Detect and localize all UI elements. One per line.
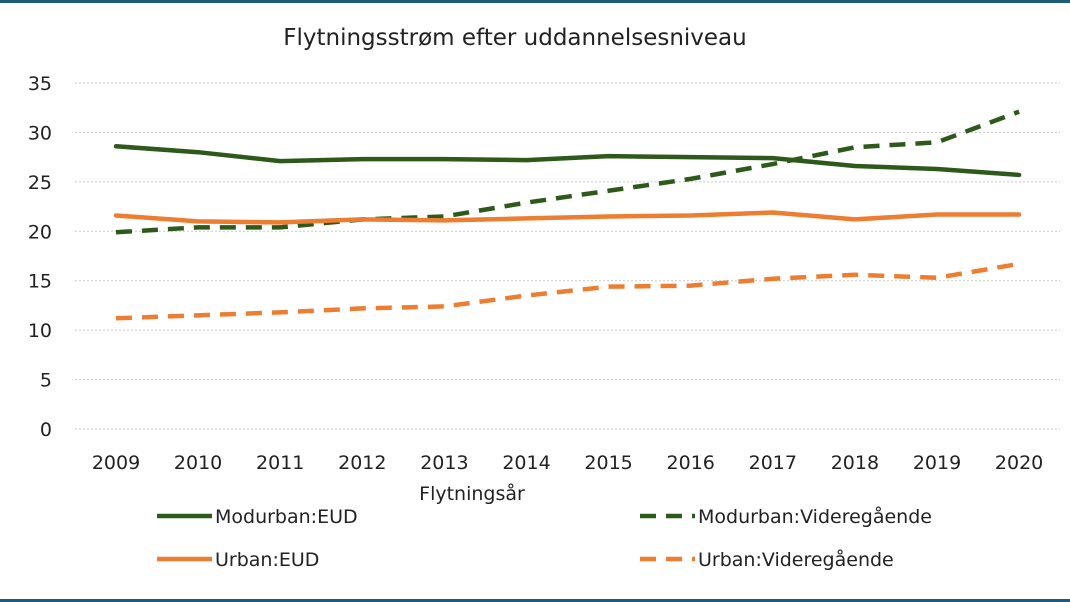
- legend-item: Modurban:EUD: [157, 506, 358, 528]
- x-tick-label: 2011: [256, 452, 304, 474]
- x-tick-label: 2016: [667, 452, 715, 474]
- y-tick-label: 5: [40, 370, 52, 392]
- x-axis-label: Flytningsår: [419, 482, 525, 505]
- x-tick-label: 2019: [913, 452, 961, 474]
- y-tick-label: 20: [28, 221, 52, 243]
- y-tick-label: 0: [40, 419, 52, 441]
- chart-title: Flytningsstrøm efter uddannelsesniveau: [283, 25, 746, 51]
- series-line-1: [115, 109, 1020, 235]
- legend-label: Urban:EUD: [215, 549, 319, 571]
- top-border: [0, 0, 1070, 3]
- y-tick-label: 10: [28, 320, 52, 342]
- series-line-2: [113, 210, 1022, 225]
- x-tick-label: 2010: [174, 452, 222, 474]
- x-tick-label: 2017: [749, 452, 797, 474]
- legend-item: Modurban:Videregående: [640, 505, 932, 528]
- series-line-0: [113, 144, 1022, 178]
- x-tick-label: 2013: [420, 452, 468, 474]
- legend-label: Modurban:Videregående: [698, 505, 932, 528]
- legend-label: Urban:Videregående: [698, 548, 894, 571]
- y-tick-label: 15: [28, 271, 52, 293]
- x-tick-label: 2015: [584, 452, 632, 474]
- legend-label: Modurban:EUD: [215, 506, 358, 528]
- series-line-3: [115, 261, 1020, 321]
- legend-item: Urban:Videregående: [640, 548, 894, 571]
- legend-item: Urban:EUD: [157, 549, 319, 571]
- y-tick-label: 30: [28, 122, 52, 144]
- x-tick-label: 2014: [502, 452, 550, 474]
- x-tick-label: 2012: [338, 452, 386, 474]
- x-tick-label: 2018: [831, 452, 879, 474]
- y-tick-label: 25: [28, 172, 52, 194]
- y-tick-label: 35: [28, 73, 52, 95]
- x-tick-label: 2020: [995, 452, 1043, 474]
- x-tick-label: 2009: [92, 452, 140, 474]
- bottom-border: [0, 599, 1070, 602]
